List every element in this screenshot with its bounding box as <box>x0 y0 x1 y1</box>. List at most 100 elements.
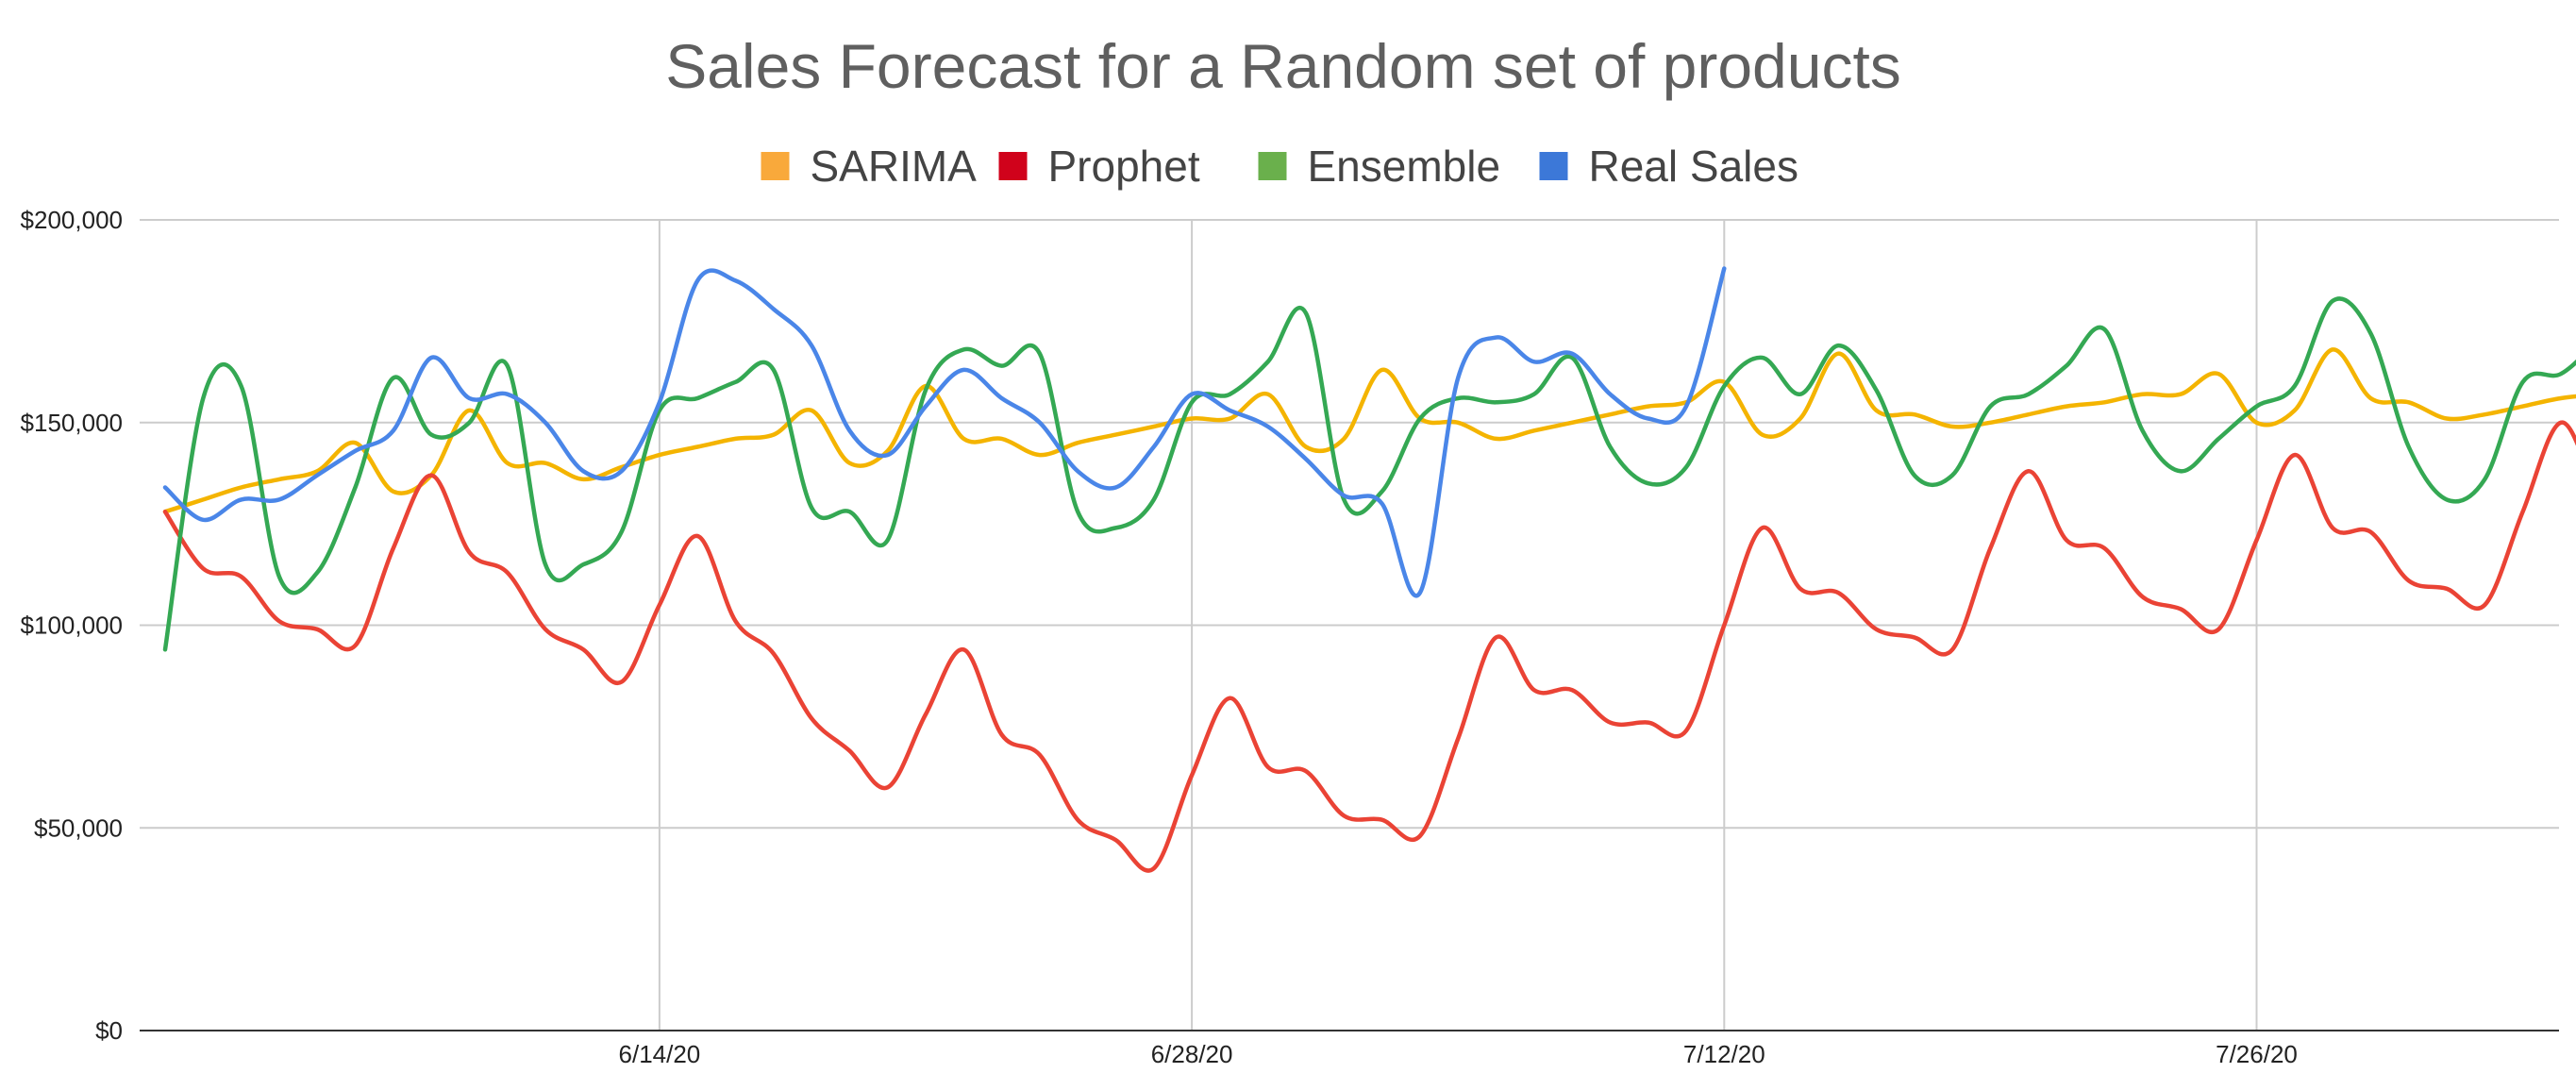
data-point-sarima <box>1152 425 1156 428</box>
data-point-prophet <box>1874 628 1878 631</box>
data-point-sarima <box>1836 352 1840 356</box>
data-point-prophet <box>1570 688 1574 692</box>
data-point-prophet <box>2065 538 2068 542</box>
data-point-ensemble <box>467 421 471 425</box>
data-point-prophet <box>353 644 357 647</box>
data-point-real-sales <box>1304 457 1308 461</box>
data-point-sarima <box>467 409 471 412</box>
y-tick-label: $200,000 <box>21 206 123 234</box>
data-point-prophet <box>1494 635 1497 639</box>
data-point-sarima <box>1760 432 1764 436</box>
data-point-prophet <box>2027 469 2031 473</box>
data-point-sarima <box>1266 392 1270 395</box>
data-point-sarima <box>1988 421 1992 425</box>
data-point-real-sales <box>353 449 357 453</box>
data-point-sarima <box>506 461 510 465</box>
data-point-real-sales <box>619 469 623 473</box>
data-point-sarima <box>658 453 661 457</box>
data-point-sarima <box>2407 400 2411 404</box>
data-point-sarima <box>201 497 205 501</box>
data-point-real-sales <box>1152 444 1156 448</box>
data-point-prophet <box>924 713 928 716</box>
data-point-prophet <box>847 748 851 752</box>
legend-swatch-sarima <box>761 152 790 180</box>
data-point-real-sales <box>886 453 890 457</box>
y-tick-label: $150,000 <box>21 409 123 437</box>
data-point-ensemble <box>2520 380 2524 384</box>
data-point-ensemble <box>1798 392 1802 395</box>
data-point-prophet <box>1647 720 1650 724</box>
data-point-ensemble <box>962 347 965 351</box>
data-point-ensemble <box>1647 481 1650 485</box>
y-tick-label: $0 <box>95 1016 123 1045</box>
data-point-ensemble <box>2179 469 2183 473</box>
data-point-real-sales <box>1722 266 1726 270</box>
data-point-ensemble <box>1684 465 1688 469</box>
data-point-prophet <box>429 473 433 477</box>
data-point-real-sales <box>1647 416 1650 420</box>
data-point-ensemble <box>1076 510 1079 513</box>
data-point-sarima <box>2027 412 2031 416</box>
data-point-prophet <box>695 534 699 538</box>
data-point-ensemble <box>1152 497 1156 501</box>
data-point-prophet <box>1532 688 1536 692</box>
data-point-ensemble <box>1874 388 1878 392</box>
data-point-real-sales <box>695 278 699 282</box>
data-point-sarima <box>1228 416 1231 420</box>
data-point-real-sales <box>962 368 965 372</box>
data-point-sarima <box>392 490 395 494</box>
data-point-prophet <box>658 603 661 607</box>
data-point-ensemble <box>2027 392 2031 395</box>
data-point-prophet <box>1342 813 1346 817</box>
data-point-real-sales <box>163 485 167 489</box>
data-point-real-sales <box>1342 494 1346 497</box>
data-point-ensemble <box>1494 400 1497 404</box>
data-point-real-sales <box>1608 392 1612 395</box>
data-point-ensemble <box>924 388 928 392</box>
data-point-prophet <box>1608 720 1612 724</box>
data-point-sarima <box>581 478 585 481</box>
series-lines <box>162 266 2576 873</box>
data-point-real-sales <box>1456 376 1460 379</box>
data-point-real-sales <box>1076 469 1079 473</box>
data-point-sarima <box>2368 396 2372 400</box>
data-point-sarima <box>1494 437 1497 441</box>
data-point-real-sales <box>1113 485 1117 489</box>
data-point-prophet <box>2520 510 2524 513</box>
data-point-sarima <box>1113 432 1117 436</box>
data-point-prophet <box>2293 453 2297 457</box>
data-point-prophet <box>1380 817 1383 821</box>
data-point-prophet <box>2140 595 2144 598</box>
data-point-prophet <box>544 628 547 631</box>
data-point-sarima <box>1456 421 1460 425</box>
data-point-ensemble <box>163 647 167 651</box>
data-point-ensemble <box>2483 478 2486 481</box>
data-point-sarima <box>1304 444 1308 448</box>
data-point-real-sales <box>239 497 243 501</box>
data-point-ensemble <box>1722 384 1726 388</box>
data-point-real-sales <box>924 404 928 408</box>
data-point-sarima <box>810 409 813 412</box>
data-point-prophet <box>772 651 776 655</box>
data-point-prophet <box>2216 628 2220 631</box>
data-point-ensemble <box>1380 490 1383 494</box>
data-point-ensemble <box>1913 473 1916 477</box>
data-point-ensemble <box>353 485 357 489</box>
data-point-prophet <box>1836 591 1840 595</box>
data-point-real-sales <box>544 421 547 425</box>
data-point-prophet <box>1228 696 1231 700</box>
data-point-sarima <box>847 461 851 465</box>
data-point-sarima <box>1380 368 1383 372</box>
data-point-real-sales <box>1418 591 1422 595</box>
data-point-real-sales <box>467 396 471 400</box>
data-point-ensemble <box>544 562 547 566</box>
data-point-sarima <box>2445 416 2449 420</box>
data-point-ensemble <box>1760 356 1764 360</box>
data-point-prophet <box>1418 834 1422 838</box>
legend-swatch-real-sales <box>1539 152 1568 180</box>
data-point-ensemble <box>2331 299 2334 303</box>
data-point-sarima <box>2293 409 2297 412</box>
data-point-real-sales <box>315 473 319 477</box>
data-point-ensemble <box>277 575 281 579</box>
